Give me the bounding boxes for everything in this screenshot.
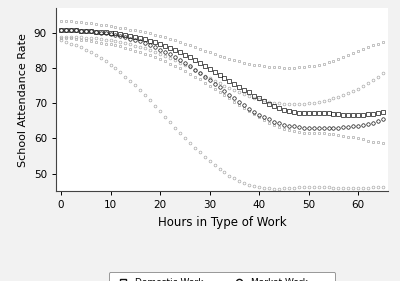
X-axis label: Hours in Type of Work: Hours in Type of Work (158, 216, 286, 229)
Legend: Domestic Work, Upper CI - Domestic, Lower CI - Domestic, Market Work, Upper CI -: Domestic Work, Upper CI - Domestic, Lowe… (108, 272, 336, 281)
Y-axis label: School Attendance Rate: School Attendance Rate (18, 33, 28, 167)
